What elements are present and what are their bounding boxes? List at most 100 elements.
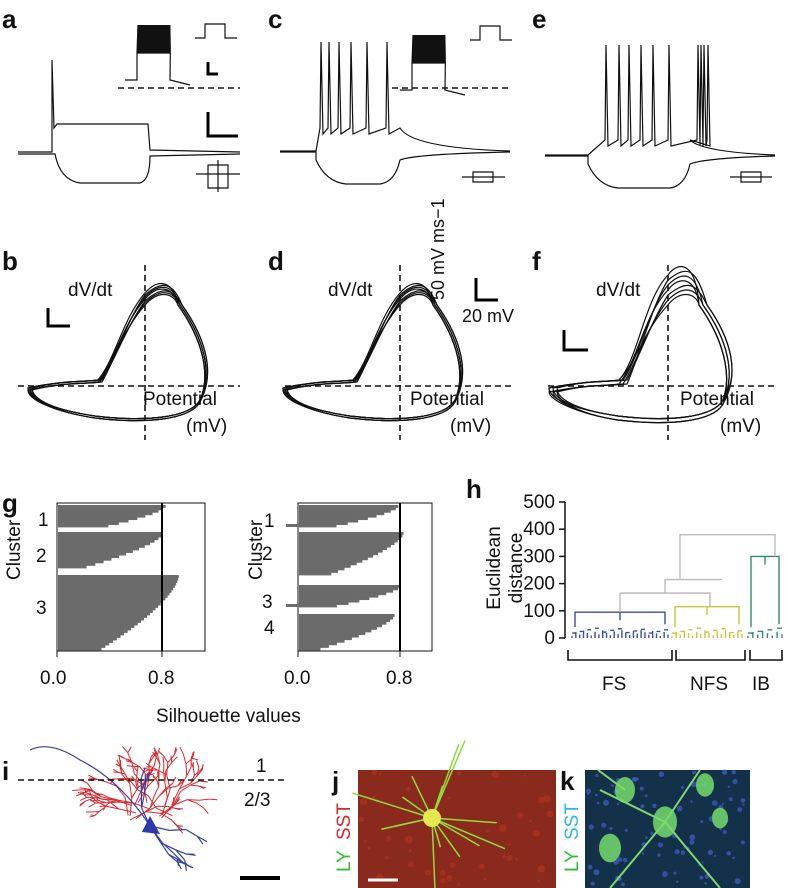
- neurite: [114, 799, 133, 806]
- neurite: [147, 795, 157, 809]
- label: 0.0: [40, 668, 66, 689]
- neurite: [115, 785, 126, 799]
- nucleus-speckle: [689, 834, 696, 841]
- neurite: [176, 825, 183, 831]
- neurite: [111, 800, 121, 803]
- neurite: [149, 773, 155, 776]
- neurite: [201, 764, 204, 770]
- background-speckle: [404, 835, 413, 844]
- silhouette-bar: [58, 547, 140, 551]
- neurite: [90, 799, 98, 802]
- group-bracket: [567, 650, 783, 661]
- neurite: [199, 798, 210, 801]
- neurite: [126, 765, 133, 767]
- neurite: [190, 780, 200, 786]
- neurite: [175, 849, 186, 861]
- neurite: [162, 755, 169, 763]
- neurite: [179, 746, 184, 755]
- inset-trace: [400, 34, 466, 96]
- neurite: [150, 766, 158, 771]
- neurite: [118, 808, 137, 814]
- neurite: [102, 798, 115, 801]
- label: SST: [334, 803, 355, 840]
- neurite: [166, 762, 169, 775]
- neurite: [124, 797, 129, 816]
- silhouette-bar: [58, 514, 146, 518]
- silhouette-bar: [299, 637, 352, 641]
- neurite: [155, 807, 173, 817]
- background-speckle: [371, 769, 378, 776]
- silhouette-bar: [299, 604, 337, 608]
- neurite: [80, 791, 87, 794]
- neurite: [196, 836, 204, 845]
- neurite: [116, 759, 121, 767]
- background-speckle: [406, 786, 411, 792]
- neurite: [173, 748, 178, 756]
- label: Potential: [680, 389, 754, 410]
- neurite: [153, 747, 158, 756]
- label: 1: [256, 756, 267, 777]
- silhouette-bar: [58, 632, 125, 636]
- nucleus-speckle: [726, 851, 731, 856]
- silhouette-bar: [299, 567, 345, 571]
- label: a: [2, 4, 17, 34]
- neurite: [163, 772, 166, 783]
- background-speckle: [449, 862, 456, 869]
- background-speckle: [372, 795, 376, 799]
- nucleus-speckle: [603, 799, 610, 806]
- nucleus-speckle: [704, 881, 707, 885]
- nucleus-speckle: [624, 828, 628, 832]
- inset-trace: [125, 24, 191, 86]
- dendrogram-branch: [619, 533, 776, 613]
- label: 4: [264, 618, 275, 639]
- neurite: [164, 788, 171, 807]
- neurite: [191, 751, 195, 759]
- nucleus-speckle: [719, 827, 722, 831]
- dendrite-green: [431, 743, 460, 819]
- neurite: [88, 802, 96, 808]
- neurite: [155, 756, 161, 765]
- silhouette-bar: [299, 599, 360, 603]
- label: FS: [602, 674, 626, 695]
- neurite: [167, 754, 175, 764]
- neurite: [158, 788, 167, 797]
- neurite: [148, 769, 158, 771]
- neurite: [109, 797, 121, 802]
- neurite: [209, 798, 218, 801]
- silhouette-bar: [299, 587, 399, 591]
- label: 3: [36, 598, 47, 619]
- background-speckle: [446, 874, 453, 881]
- background-speckle: [483, 877, 487, 881]
- label: 0.0: [284, 668, 310, 689]
- silhouette-bar: [58, 625, 135, 628]
- nucleus-speckle: [699, 875, 704, 880]
- neurite: [199, 780, 207, 783]
- neurite: [196, 766, 200, 776]
- neurite: [173, 853, 184, 864]
- nucleus-speckle: [722, 830, 727, 835]
- label: 2/3: [244, 790, 270, 811]
- silhouette-bar: [299, 634, 359, 638]
- silhouette-bar: [299, 514, 377, 518]
- neurite: [198, 767, 204, 772]
- neurite: [157, 750, 164, 756]
- silhouette-bar: [299, 624, 382, 628]
- phase-loop: [282, 283, 461, 420]
- neurite: [176, 858, 180, 866]
- silhouette-bar: [58, 577, 179, 581]
- silhouette-bar: [58, 552, 127, 556]
- silhouette-bar: [58, 627, 132, 631]
- neurite: [191, 763, 194, 769]
- scale-bar: [474, 278, 498, 302]
- nucleus-speckle: [731, 769, 736, 775]
- neurite: [160, 812, 172, 820]
- silhouette-bar: [299, 602, 349, 605]
- scale-bar: [46, 308, 70, 328]
- background-speckle: [523, 774, 526, 777]
- silhouette-bar: [299, 592, 387, 596]
- silhouette-bar: [58, 647, 102, 651]
- silhouette-bar: [58, 635, 121, 638]
- neurite: [122, 746, 129, 753]
- silhouette-bar: [299, 542, 395, 546]
- neurite: [149, 795, 160, 809]
